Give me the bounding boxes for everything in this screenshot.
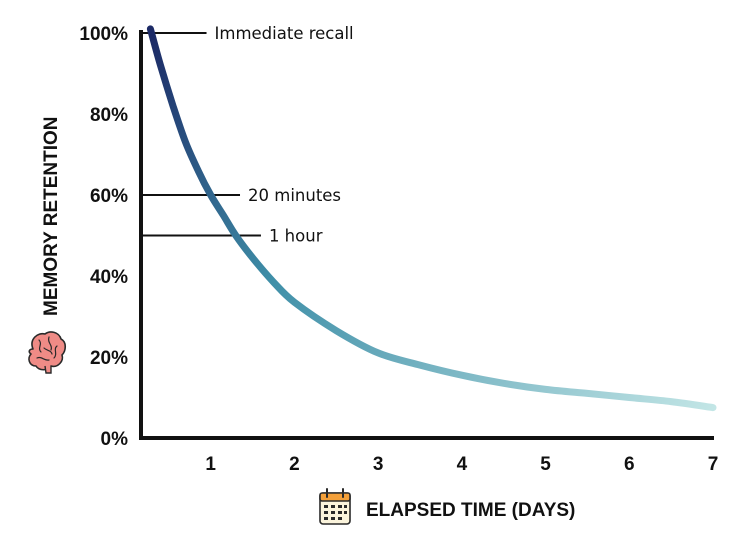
x-tick-labels: 1 2 3 4 5 6 7 — [205, 454, 718, 475]
y-tick-label: 60% — [90, 186, 128, 207]
x-tick-label: 6 — [624, 454, 635, 475]
y-tick-label: 80% — [90, 105, 128, 126]
annotations: Immediate recall 20 minutes 1 hour — [141, 24, 354, 246]
y-tick-labels: 0% 20% 40% 60% 80% 100% — [79, 24, 128, 450]
x-tick-label: 5 — [540, 454, 551, 475]
y-tick-label: 100% — [79, 24, 128, 45]
x-axis-title: ELAPSED TIME (DAYS) — [366, 500, 575, 521]
annotation-label: 20 minutes — [248, 186, 341, 205]
annotation-label: Immediate recall — [215, 24, 354, 43]
x-tick-label: 2 — [289, 454, 300, 475]
y-tick-label: 0% — [101, 429, 129, 450]
retention-curve — [146, 25, 717, 412]
x-tick-label: 4 — [457, 454, 468, 475]
y-tick-label: 40% — [90, 267, 128, 288]
y-tick-label: 20% — [90, 348, 128, 369]
x-tick-label: 7 — [708, 454, 719, 475]
brain-icon — [28, 331, 67, 374]
calendar-icon — [319, 488, 351, 525]
y-axis-title: MEMORY RETENTION — [41, 116, 62, 316]
annotation-label: 1 hour — [269, 227, 323, 246]
x-tick-label: 3 — [373, 454, 384, 475]
x-tick-label: 1 — [205, 454, 216, 475]
